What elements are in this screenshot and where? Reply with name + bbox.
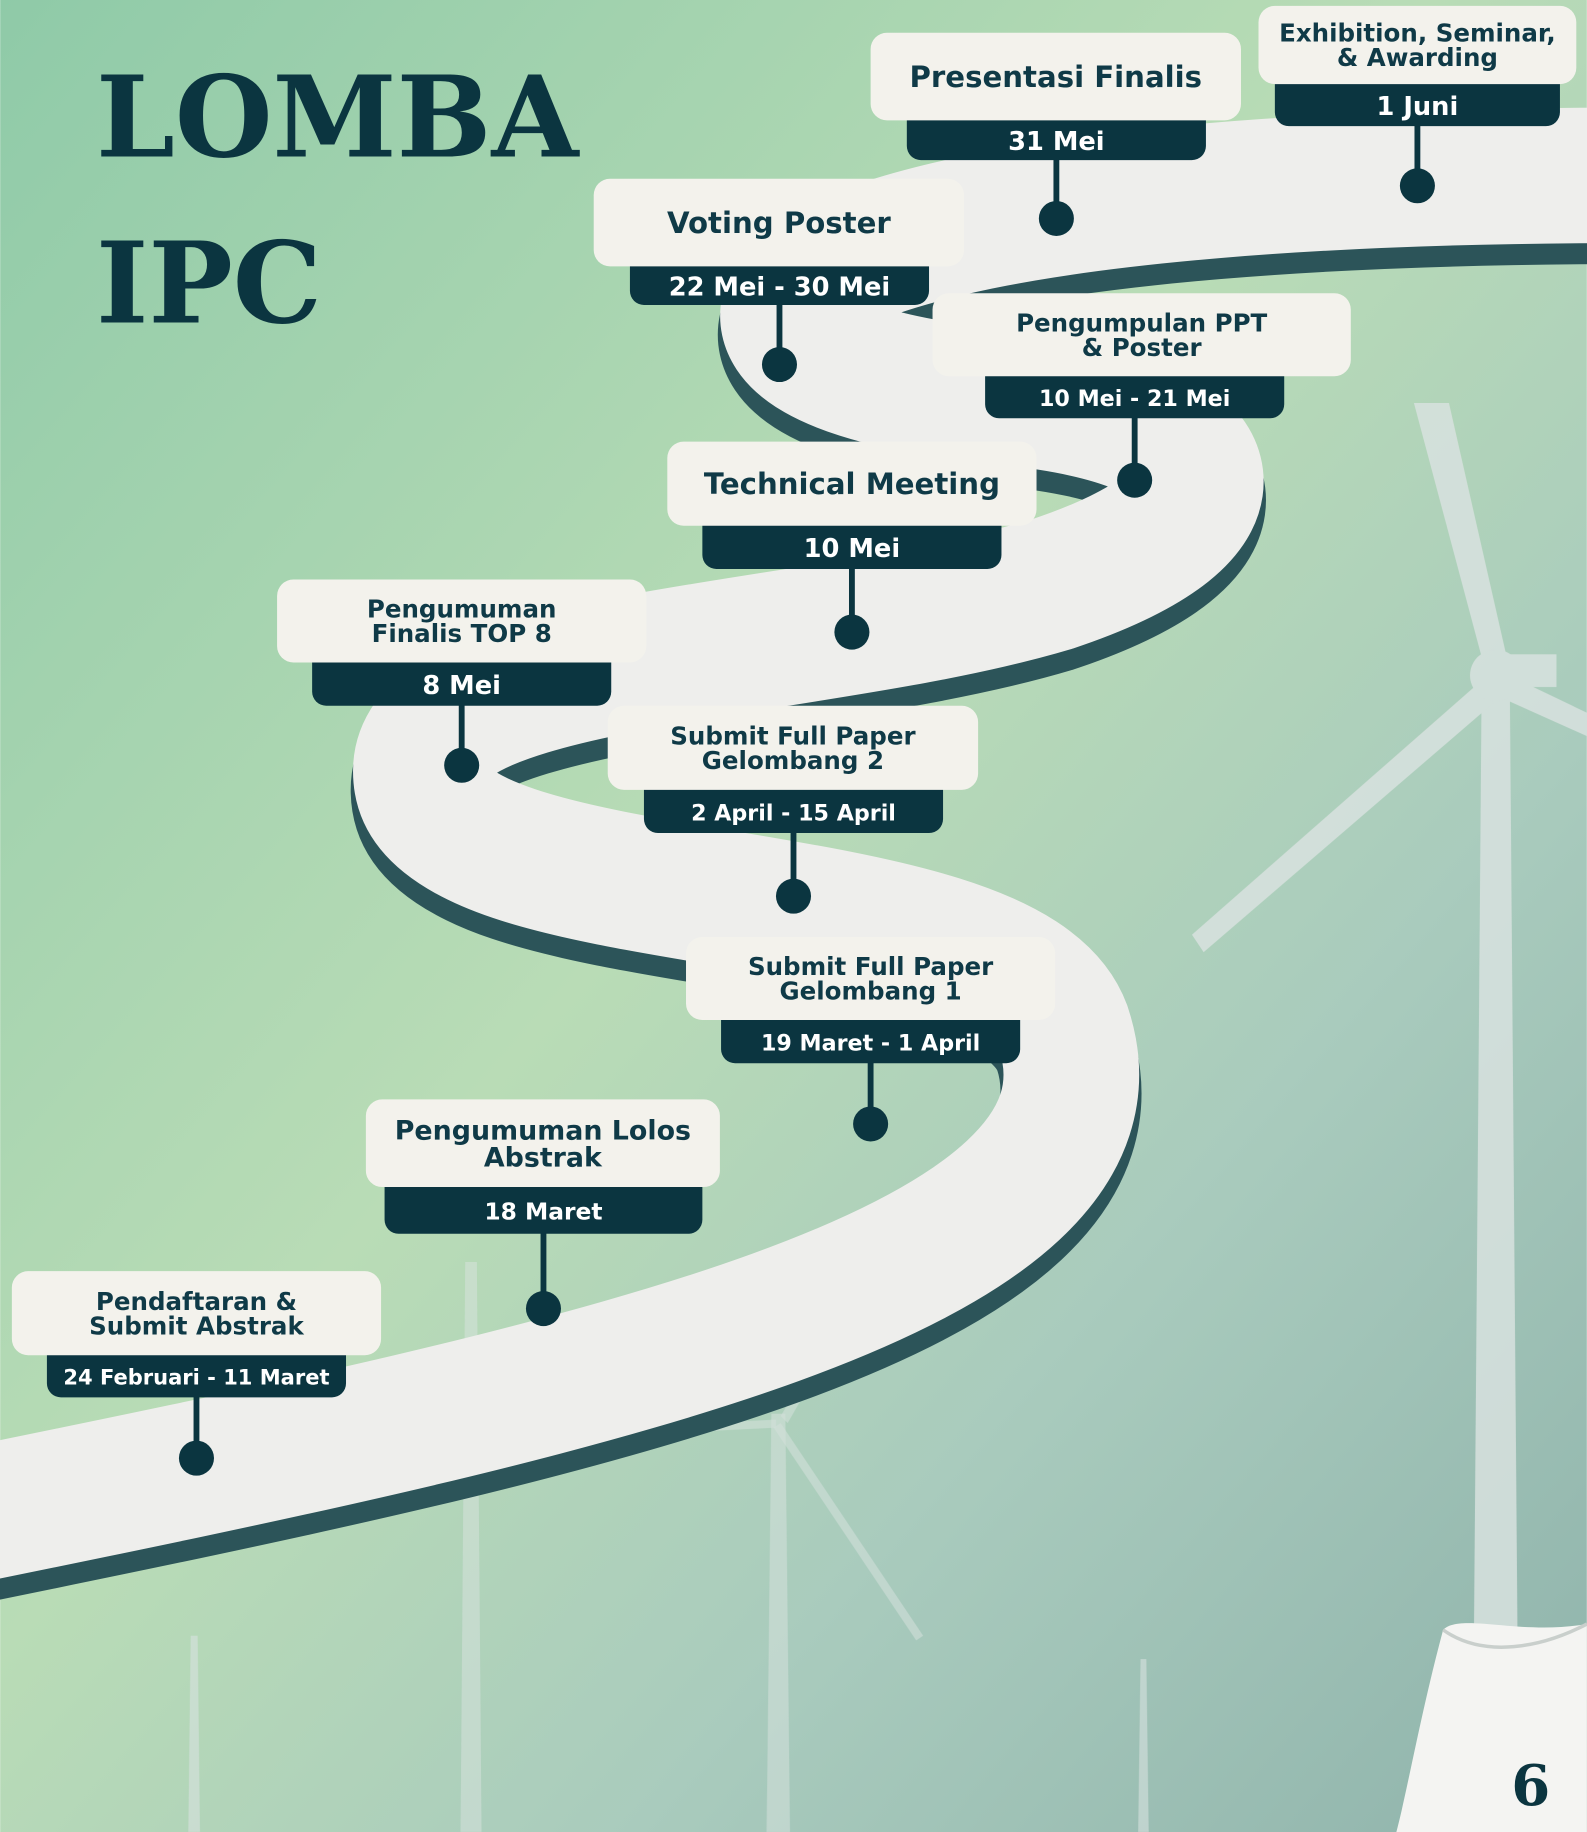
event-label: Pengumuman [367, 595, 557, 624]
label-box [11, 1271, 382, 1356]
event-label: Exhibition, Seminar, [1279, 19, 1556, 48]
event-date: 19 Maret - 1 April [761, 1030, 980, 1056]
event-label: Abstrak [484, 1142, 603, 1173]
timeline-event: 10 Mei Technical Meeting [667, 441, 1037, 650]
milestone-dot [761, 347, 798, 383]
event-date: 10 Mei [804, 534, 900, 564]
event-date: 22 Mei - 30 Mei [669, 273, 891, 303]
event-label: Pengumuman Lolos [395, 1115, 691, 1146]
event-label: Technical Meeting [704, 467, 1000, 501]
page-curl-edge [1442, 1622, 1587, 1649]
event-label: Submit Full Paper [670, 721, 916, 750]
milestone-dot [525, 1291, 561, 1327]
timeline-event: 24 Februari - 11 Maret Pendaftaran &Submi… [11, 1271, 382, 1476]
event-label: Submit Abstrak [89, 1311, 304, 1340]
label-box [365, 1099, 720, 1188]
event-label: Submit Full Paper [748, 952, 994, 981]
event-date: 31 Mei [1008, 127, 1104, 157]
event-label: & Poster [1082, 333, 1203, 362]
milestone-dot [775, 878, 812, 914]
label-box [932, 293, 1351, 377]
timeline-event: 10 Mei - 21 Mei Pengumpulan PPT& Poster [932, 293, 1351, 498]
timeline-event: 22 Mei - 30 Mei Voting Poster [593, 178, 965, 383]
event-label: & Awarding [1337, 43, 1498, 72]
label-box [686, 937, 1056, 1020]
event-date: 8 Mei [422, 671, 501, 701]
milestone-dot [853, 1106, 889, 1142]
event-label: Presentasi Finalis [910, 60, 1203, 94]
milestone-dot [178, 1440, 214, 1476]
timeline-event: 2 April - 15 April Submit Full PaperGelom… [607, 705, 979, 914]
title-line: IPC [96, 218, 322, 349]
page-curl [1396, 1623, 1587, 1832]
event-date: 18 Maret [484, 1197, 602, 1225]
event-date: 24 Februari - 11 Maret [63, 1365, 329, 1390]
milestone-dot [1399, 168, 1435, 204]
milestone-dot [1038, 200, 1074, 237]
milestone-dot [444, 747, 480, 783]
event-date: 10 Mei - 21 Mei [1039, 386, 1230, 412]
label-box [607, 705, 979, 790]
page-number: 6 [1511, 1753, 1550, 1819]
label-box [277, 579, 647, 663]
label-box [870, 32, 1241, 121]
event-label: Gelombang 2 [702, 746, 884, 775]
timeline-event: 19 Maret - 1 April Submit Full PaperGelom… [686, 937, 1056, 1142]
event-label: Pendaftaran & [96, 1287, 297, 1316]
timeline-event: 1 Juni Exhibition, Seminar,& Awarding [1258, 5, 1577, 204]
milestone-dot [834, 614, 870, 650]
timeline-event: 31 Mei Presentasi Finalis [870, 32, 1241, 237]
event-label: Gelombang 1 [779, 977, 961, 1006]
event-date: 1 Juni [1377, 92, 1459, 122]
event-label: Voting Poster [667, 206, 891, 240]
event-date: 2 April - 15 April [691, 800, 896, 826]
event-label: Finalis TOP 8 [372, 619, 552, 648]
milestone-dot [1117, 462, 1153, 498]
label-box [593, 178, 965, 267]
title-line: LOMBA [96, 53, 581, 184]
event-label: Pengumpulan PPT [1016, 308, 1267, 337]
label-box [667, 441, 1037, 526]
label-box [1258, 5, 1577, 85]
